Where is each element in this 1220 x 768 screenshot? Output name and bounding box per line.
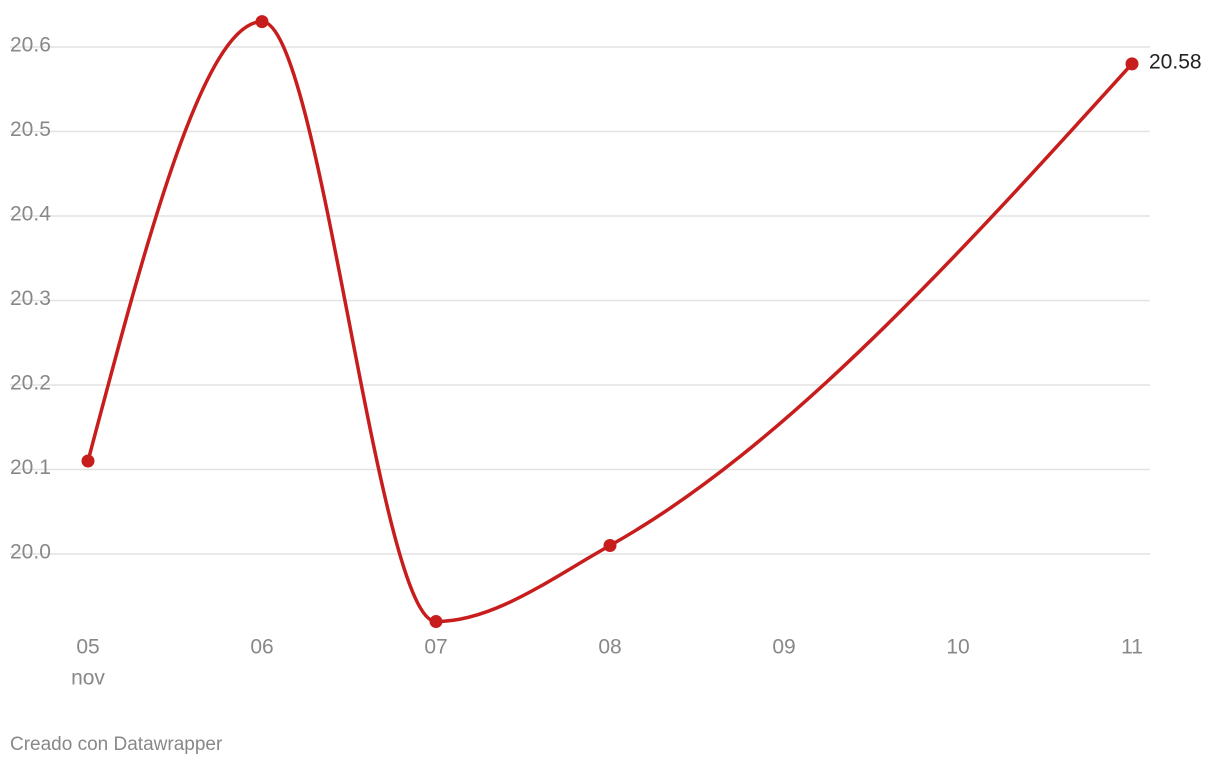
x-tick-label: 05 bbox=[76, 636, 99, 659]
x-tick-label: 11 bbox=[1121, 636, 1143, 659]
x-sublabel: nov bbox=[71, 667, 105, 690]
x-tick-label: 06 bbox=[250, 636, 273, 659]
y-tick-label: 20.2 bbox=[10, 371, 51, 394]
point bbox=[603, 539, 617, 552]
y-tick-label: 20.6 bbox=[10, 33, 51, 56]
x-tick-label: 08 bbox=[598, 636, 621, 659]
y-tick-label: 20.5 bbox=[10, 118, 51, 141]
line bbox=[86, 19, 1134, 624]
point bbox=[1125, 57, 1139, 71]
x-tick-label: 09 bbox=[772, 636, 795, 659]
point bbox=[429, 615, 443, 629]
y-tick-label: 20.4 bbox=[10, 202, 51, 225]
y-tick-label: 20.3 bbox=[10, 287, 51, 310]
x-tick-label: 10 bbox=[946, 636, 969, 659]
point bbox=[81, 454, 95, 468]
point bbox=[255, 15, 269, 29]
y-tick-label: 20.0 bbox=[10, 540, 51, 563]
y-tick-label: 20.1 bbox=[10, 456, 51, 479]
footer: Creado con Datawrapper bbox=[10, 734, 223, 755]
x-tick-label: 07 bbox=[424, 636, 447, 659]
value-label: 20.58 bbox=[1149, 50, 1202, 73]
